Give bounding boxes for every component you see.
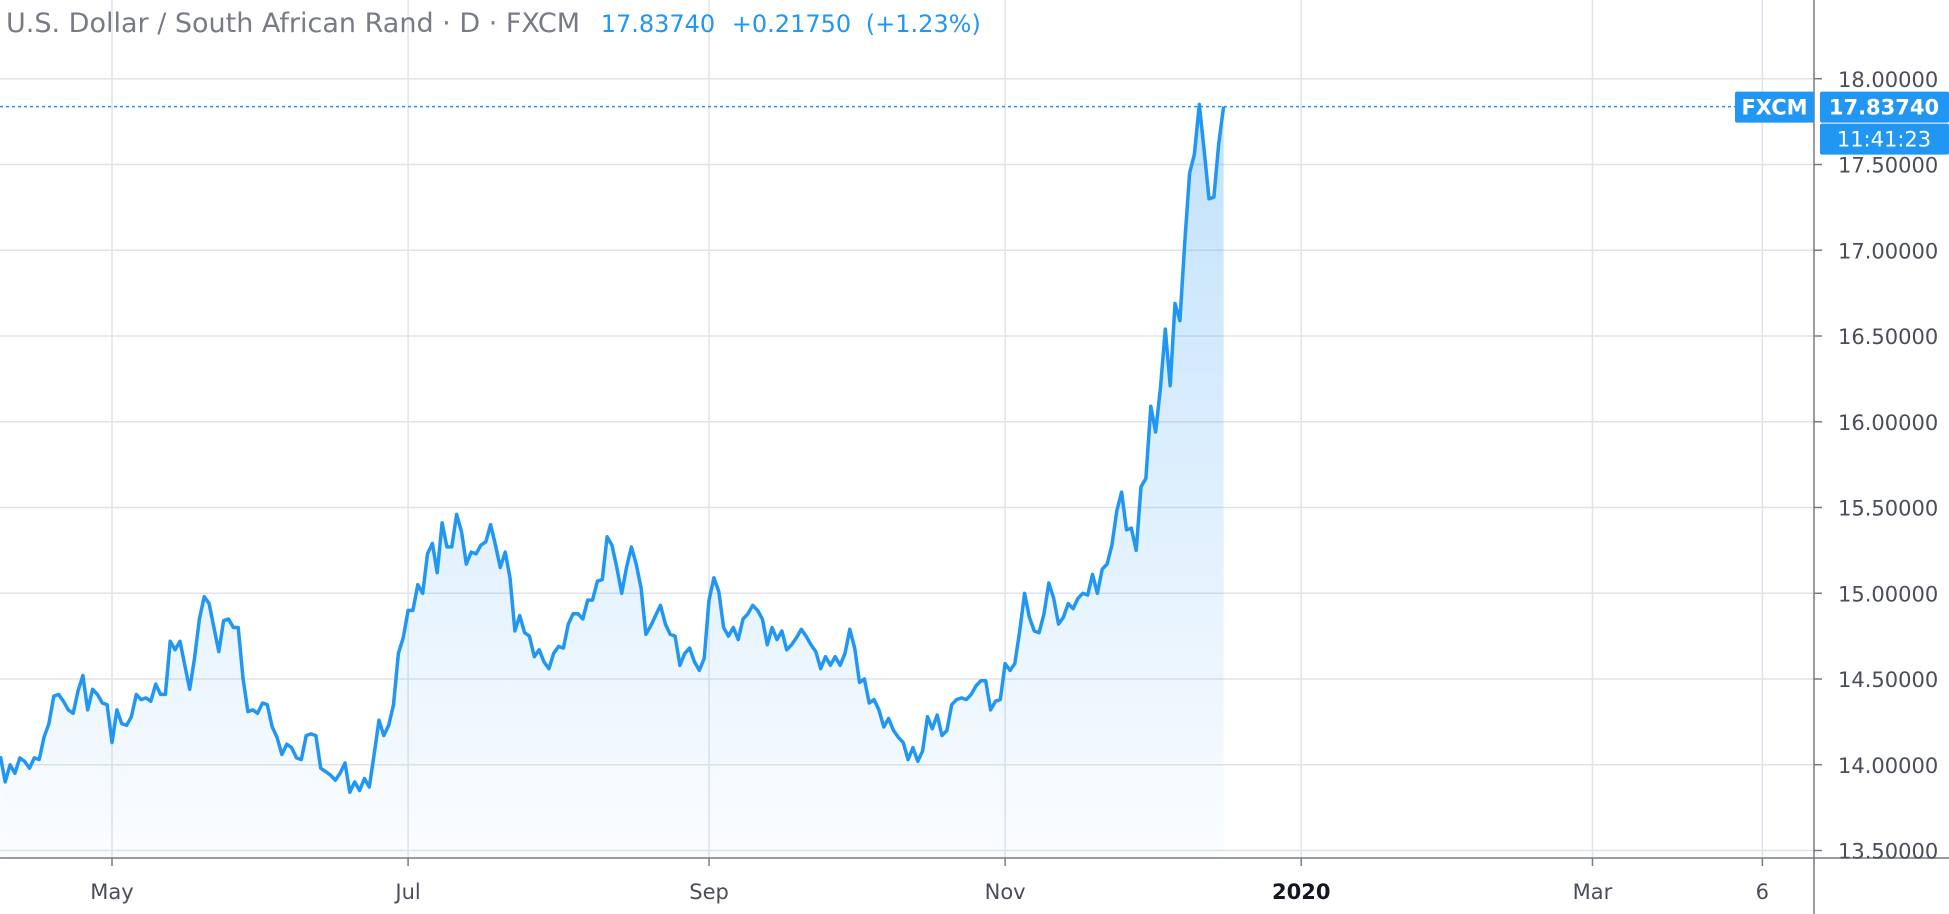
price-series-line: [0, 102, 1226, 794]
x-tick-label: 2020: [1272, 880, 1330, 904]
x-tick-label: Nov: [985, 880, 1026, 904]
last-price-badge: [1820, 91, 1949, 123]
x-tick-label: Jul: [393, 880, 420, 904]
y-tick-label: 18.00000: [1838, 68, 1938, 92]
y-tick-label: 17.00000: [1838, 239, 1938, 263]
last-price-badge-value: 17.83740: [1829, 96, 1939, 120]
source-badge: [1735, 91, 1814, 123]
y-tick-label: 14.00000: [1838, 754, 1938, 778]
y-tick-label: 17.50000: [1838, 154, 1938, 178]
price-area-fill: [0, 104, 1224, 858]
x-axis-ticks: May Jul Sep Nov 2020 Mar 6: [90, 858, 1769, 904]
y-axis-ticks: 18.00000 17.50000 17.00000 16.50000 16.00000…: [1814, 68, 1938, 864]
price-change: +0.21750: [731, 10, 852, 38]
price-badges: FXCM 17.83740 11:41:23: [1735, 91, 1949, 155]
y-tick-label: 16.50000: [1838, 325, 1938, 349]
price-change-percent: (+1.23%): [865, 10, 981, 38]
countdown-badge-value: 11:41:23: [1837, 128, 1931, 152]
source-badge-label: FXCM: [1741, 96, 1807, 120]
chart-header: U.S. Dollar / South African Rand · D · F…: [6, 8, 981, 39]
x-tick-label: 6: [1756, 880, 1769, 904]
y-tick-label: 15.00000: [1838, 582, 1938, 606]
y-tick-label: 14.50000: [1838, 668, 1938, 692]
y-tick-label: 13.50000: [1838, 840, 1938, 864]
y-tick-label: 15.50000: [1838, 497, 1938, 521]
last-price: 17.83740: [600, 10, 716, 38]
x-tick-label: Sep: [689, 880, 729, 904]
symbol-title: U.S. Dollar / South African Rand · D · F…: [6, 8, 581, 39]
x-tick-label: May: [90, 880, 133, 904]
countdown-badge: [1820, 123, 1949, 155]
y-tick-label: 16.00000: [1838, 411, 1938, 435]
x-tick-label: Mar: [1573, 880, 1613, 904]
